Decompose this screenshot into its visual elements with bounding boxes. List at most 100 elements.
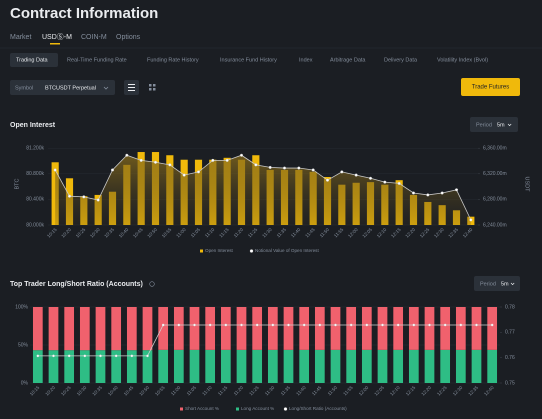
line-point (459, 323, 463, 327)
line-point (440, 191, 444, 195)
x-tick-label: 10:55 (161, 227, 173, 239)
legend-swatch (236, 407, 239, 411)
line-point (254, 163, 258, 167)
x-tick-label: 11:35 (276, 227, 288, 239)
grid-icon[interactable] (149, 84, 156, 91)
bar-segment (471, 307, 482, 350)
chevron (103, 86, 109, 90)
bar-segment (158, 349, 169, 383)
list-icon (128, 84, 135, 91)
bar-segment (252, 307, 263, 350)
tab[interactable]: Options (116, 34, 141, 41)
x-tick-label: 10:50 (138, 385, 150, 397)
subtab[interactable]: Funding Rate History (147, 57, 199, 63)
bar-segment (111, 350, 122, 383)
chevron (510, 282, 515, 286)
line-point (110, 168, 114, 172)
x-tick-label: 12:40 (483, 385, 495, 397)
line-point (349, 323, 353, 327)
y-tick-label: 0% (21, 380, 29, 386)
y2-tick-label: 6,320.00m (483, 171, 507, 177)
line-point (334, 323, 337, 327)
line-point (224, 323, 228, 327)
tab[interactable]: Market (10, 34, 31, 41)
bar-segment (330, 307, 341, 350)
bar-segment (346, 349, 357, 383)
line-point (225, 158, 229, 162)
y2-tick-label: 0.78 (505, 304, 515, 310)
x-tick-label: 11:00 (170, 385, 182, 397)
bar-segment (283, 307, 294, 350)
line-point (83, 354, 87, 358)
period-select[interactable] (474, 276, 520, 291)
bar-segment (126, 307, 137, 351)
subtab[interactable]: Index (299, 57, 313, 63)
x-tick-label: 11:30 (264, 385, 276, 397)
legend-label: Long Account % (241, 406, 274, 411)
line-point (36, 354, 40, 358)
line-point (52, 354, 55, 358)
trade-button-label[interactable]: Trade Futures (472, 85, 509, 91)
y2-tick-label: 0.75 (505, 380, 515, 386)
bar-segment (267, 307, 278, 350)
x-tick-label: 10:30 (76, 385, 88, 397)
period-value: 5m (497, 122, 505, 128)
subtab[interactable]: Arbitrage Data (330, 57, 366, 63)
select-box[interactable] (10, 80, 115, 95)
line-point (302, 323, 306, 327)
line-point (381, 323, 384, 327)
bar-segment (377, 307, 388, 350)
y2-tick-label: 0.76 (505, 355, 515, 361)
bar-segment (408, 349, 419, 383)
period-select[interactable] (470, 117, 518, 132)
line-point (146, 354, 149, 358)
line-point (354, 173, 358, 177)
x-tick-label: 12:35 (467, 385, 479, 397)
x-tick-label: 11:35 (280, 385, 292, 397)
line-point (383, 180, 387, 184)
subtab[interactable]: Insurance Fund History (220, 57, 277, 63)
legend-swatch (283, 407, 288, 411)
chart-title: Top Trader Long/Short Ratio (Accounts) (10, 281, 143, 288)
x-tick-label: 11:40 (295, 385, 307, 397)
subtab[interactable]: Delivery Data (384, 57, 418, 63)
x-tick-label: 11:10 (204, 227, 216, 239)
tab[interactable]: COIN-M (81, 34, 107, 41)
bar-segment (393, 307, 404, 350)
x-tick-label: 12:20 (420, 385, 432, 397)
y2-tick-label: 6,240.00m (483, 222, 507, 228)
symbol-select[interactable]: Symbol BTCUSDT Perpetual (10, 80, 115, 95)
info-icon[interactable] (149, 281, 155, 287)
subtab[interactable]: Volatility Index (Bvol) (437, 57, 488, 63)
x-tick-label: 12:00 (347, 227, 359, 239)
line-point (475, 323, 478, 327)
bar-segment (408, 307, 419, 350)
line-point (211, 158, 215, 162)
subtab[interactable]: Real-Time Funding Rate (67, 57, 127, 63)
subtab-active[interactable]: Trading Data (16, 57, 49, 63)
y-tick-label: 100% (15, 304, 28, 310)
line-point (96, 198, 100, 202)
bar-segment (79, 350, 90, 383)
tab-active[interactable]: USDⓈ-M (42, 33, 72, 41)
x-tick-label: 11:50 (319, 227, 331, 239)
line-point (268, 165, 272, 169)
line-point (139, 158, 143, 162)
line-point (177, 323, 181, 327)
x-tick-label: 10:20 (44, 385, 56, 397)
x-tick-label: 10:35 (103, 227, 115, 239)
line-point (455, 188, 459, 192)
trade-button[interactable] (461, 78, 520, 96)
bar-segment (236, 307, 247, 350)
bar-segment (48, 350, 59, 383)
line-point (490, 323, 494, 327)
bar-segment (424, 349, 435, 383)
bar-segment (455, 307, 466, 350)
legend-swatch (180, 407, 183, 411)
x-tick-label: 10:25 (75, 227, 87, 239)
line-point (168, 163, 172, 167)
y2-tick-label: 0.77 (505, 330, 515, 336)
line-point (99, 354, 102, 358)
line-point (469, 218, 473, 222)
